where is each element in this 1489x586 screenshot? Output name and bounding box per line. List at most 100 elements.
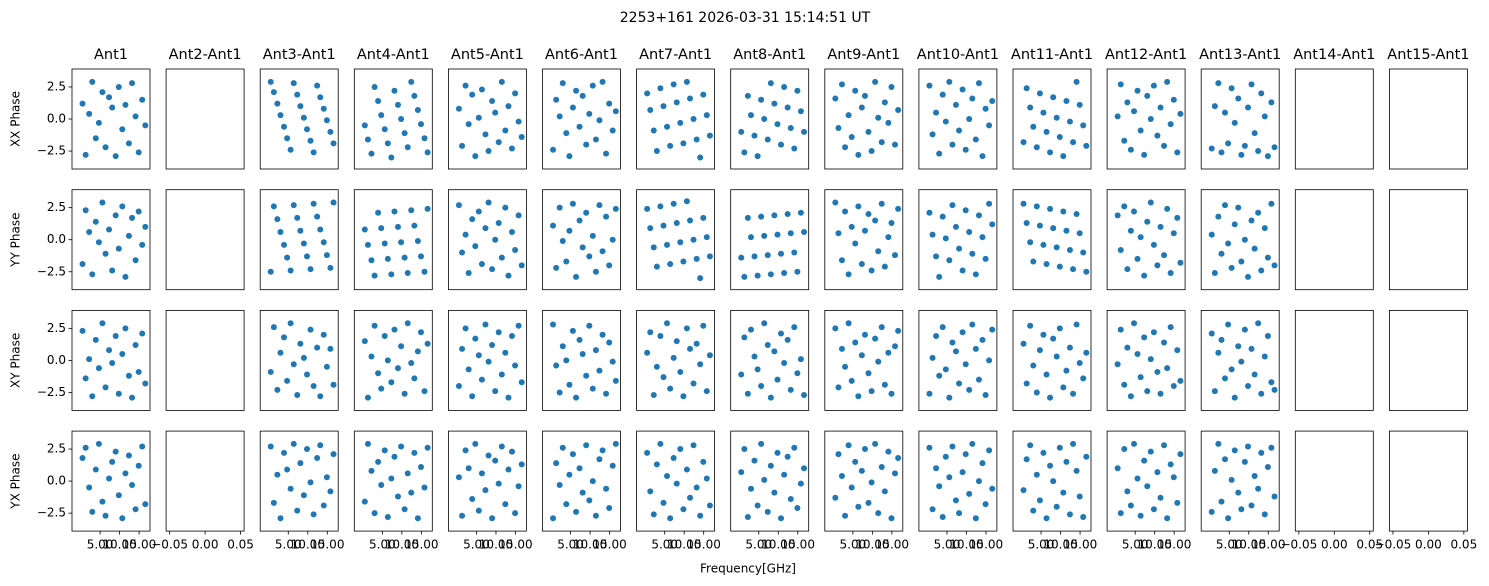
point xyxy=(417,253,424,260)
point xyxy=(566,227,573,234)
y-tick-label: 0.0 xyxy=(47,474,66,488)
panel-frame xyxy=(542,430,621,532)
point xyxy=(1241,236,1248,243)
point xyxy=(966,229,973,236)
point xyxy=(475,352,482,359)
point xyxy=(1150,506,1157,513)
point xyxy=(417,329,424,336)
panel-frame xyxy=(1012,309,1092,411)
point xyxy=(1056,444,1063,451)
point xyxy=(875,248,882,255)
point xyxy=(673,220,680,227)
point xyxy=(592,347,599,354)
point xyxy=(330,140,337,147)
panel-frame xyxy=(824,430,904,532)
point xyxy=(132,506,139,513)
point xyxy=(498,443,505,450)
x-tick-label: 10.00 xyxy=(102,538,136,552)
point xyxy=(1076,359,1083,366)
point xyxy=(949,339,956,346)
point xyxy=(129,394,136,401)
point xyxy=(1121,381,1128,388)
point xyxy=(693,340,700,347)
point xyxy=(926,444,933,451)
point xyxy=(1177,377,1184,384)
column-title: Ant15-Ant1 xyxy=(1387,47,1469,63)
point xyxy=(1027,322,1034,329)
point xyxy=(842,363,849,370)
x-tick-label: 15.00 xyxy=(1063,538,1097,552)
point xyxy=(1238,258,1245,265)
point xyxy=(667,142,674,149)
point xyxy=(1235,489,1242,496)
point xyxy=(465,366,472,373)
point xyxy=(861,331,868,338)
point xyxy=(612,108,619,115)
point xyxy=(502,204,509,211)
point xyxy=(875,114,882,121)
panel-frame xyxy=(259,68,339,170)
y-tick-label: 2.5 xyxy=(47,200,66,214)
point xyxy=(300,114,307,121)
point xyxy=(888,390,895,397)
point xyxy=(612,377,619,384)
y-tick-label: −2.5 xyxy=(37,144,66,158)
point xyxy=(979,336,986,343)
point xyxy=(926,390,933,397)
point xyxy=(475,114,482,121)
y-tick-label: −2.5 xyxy=(37,385,66,399)
panel-frame xyxy=(1294,309,1374,411)
point xyxy=(861,446,868,453)
point xyxy=(1221,456,1228,463)
point xyxy=(609,127,616,134)
point xyxy=(754,366,761,373)
point xyxy=(280,334,287,341)
point xyxy=(378,385,385,392)
point xyxy=(966,490,973,497)
point xyxy=(1174,214,1181,221)
point xyxy=(576,465,583,472)
panel-frame xyxy=(165,430,245,532)
x-tick-label: 0.05 xyxy=(227,538,254,552)
point xyxy=(361,226,368,233)
point xyxy=(956,380,963,387)
point xyxy=(364,440,371,447)
point xyxy=(657,203,664,210)
point xyxy=(982,105,989,112)
point xyxy=(982,255,989,262)
point xyxy=(885,349,892,356)
point xyxy=(845,320,852,327)
point xyxy=(832,95,839,102)
point xyxy=(744,390,751,397)
point xyxy=(475,208,482,215)
point xyxy=(1036,222,1043,229)
point xyxy=(115,390,122,397)
point xyxy=(579,92,586,99)
point xyxy=(946,78,953,85)
panel-frame xyxy=(353,430,433,532)
column-title: Ant4-Ant1 xyxy=(357,47,430,63)
point xyxy=(852,87,859,94)
point xyxy=(505,272,512,279)
point xyxy=(287,267,294,274)
x-tick-label: 15.00 xyxy=(1251,538,1285,552)
point xyxy=(697,275,704,282)
point xyxy=(388,379,395,386)
point xyxy=(459,142,466,149)
point xyxy=(1150,82,1157,89)
point xyxy=(838,257,845,264)
point xyxy=(563,501,570,508)
panel-frame xyxy=(71,430,151,532)
point xyxy=(364,136,371,143)
x-tick-label: 10.00 xyxy=(479,538,513,552)
point xyxy=(653,363,660,370)
point xyxy=(596,367,603,374)
point xyxy=(664,241,671,248)
point xyxy=(119,126,126,133)
y-tick-label: 2.5 xyxy=(47,321,66,335)
point xyxy=(1154,469,1161,476)
point xyxy=(411,92,418,99)
panel-frame xyxy=(353,189,433,291)
point xyxy=(115,245,122,252)
point xyxy=(1063,227,1070,234)
